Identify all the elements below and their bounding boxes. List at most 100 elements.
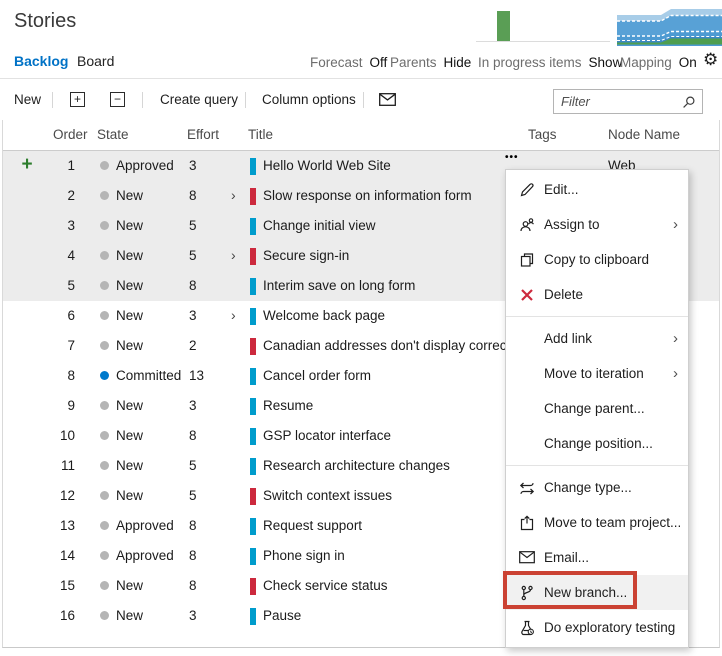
row-title[interactable]: GSP locator interface bbox=[263, 428, 392, 443]
row-order: 15 bbox=[59, 578, 75, 593]
column-header-order[interactable]: Order bbox=[53, 127, 88, 142]
column-header-state[interactable]: State bbox=[97, 127, 129, 142]
row-state-label: New bbox=[116, 398, 144, 413]
menu-item[interactable]: New branch... bbox=[506, 575, 688, 610]
row-state: New bbox=[100, 398, 143, 413]
expand-chevron-icon[interactable]: › bbox=[231, 187, 236, 203]
menu-item[interactable]: Change position... bbox=[506, 426, 688, 461]
row-order: 3 bbox=[67, 218, 75, 233]
row-title[interactable]: Request support bbox=[263, 518, 363, 533]
row-title[interactable]: Interim save on long form bbox=[263, 278, 416, 293]
work-item-type-bar bbox=[250, 548, 256, 565]
row-order: 11 bbox=[60, 458, 75, 473]
row-effort: 5 bbox=[189, 488, 197, 503]
row-state-label: New bbox=[116, 308, 144, 323]
row-state-label: New bbox=[116, 248, 144, 263]
menu-item[interactable]: Do exploratory testing bbox=[506, 610, 688, 645]
row-effort: 8 bbox=[189, 548, 197, 563]
row-title[interactable]: Research architecture changes bbox=[263, 458, 450, 473]
row-title[interactable]: Resume bbox=[263, 398, 314, 413]
row-order: 16 bbox=[59, 608, 75, 623]
menu-item[interactable]: Email... bbox=[506, 540, 688, 575]
filter-box bbox=[553, 89, 703, 114]
row-order: 4 bbox=[67, 248, 75, 263]
expand-chevron-icon[interactable]: › bbox=[231, 247, 236, 263]
column-header-node-name[interactable]: Node Name bbox=[608, 127, 681, 142]
menu-item[interactable]: Edit... bbox=[506, 172, 688, 207]
menu-item[interactable]: Assign to › bbox=[506, 207, 688, 242]
row-title[interactable]: Pause bbox=[263, 608, 302, 623]
person-icon bbox=[518, 216, 535, 233]
work-item-type-bar bbox=[250, 158, 256, 175]
row-title[interactable]: Phone sign in bbox=[263, 548, 345, 563]
expand-chevron-icon[interactable]: › bbox=[231, 307, 236, 323]
column-header-title[interactable]: Title bbox=[248, 127, 274, 142]
column-header-effort[interactable]: Effort bbox=[187, 127, 220, 142]
add-work-item-button[interactable]: + bbox=[21, 154, 33, 175]
row-title[interactable]: Canadian addresses don't display correct… bbox=[263, 338, 520, 353]
row-title[interactable]: Hello World Web Site bbox=[263, 158, 391, 173]
row-title[interactable]: Cancel order form bbox=[263, 368, 372, 383]
row-title[interactable]: Check service status bbox=[263, 578, 388, 593]
parents-label: Parents bbox=[390, 55, 437, 70]
email-query-icon[interactable] bbox=[379, 93, 396, 117]
menu-separator bbox=[506, 465, 688, 466]
row-state: New bbox=[100, 608, 143, 623]
work-item-type-bar bbox=[250, 368, 256, 385]
row-title[interactable]: Change initial view bbox=[263, 218, 376, 233]
row-title[interactable]: Welcome back page bbox=[263, 308, 386, 323]
collapse-all-icon[interactable]: − bbox=[110, 92, 125, 107]
state-dot bbox=[100, 581, 109, 590]
toolbar-separator bbox=[142, 92, 143, 108]
mapping-toggle[interactable]: Mapping On bbox=[620, 55, 697, 70]
forecast-toggle[interactable]: Forecast Off bbox=[310, 55, 387, 70]
menu-item[interactable]: Add link › bbox=[506, 321, 688, 356]
row-title[interactable]: Switch context issues bbox=[263, 488, 393, 503]
work-item-type-bar bbox=[250, 608, 256, 625]
menu-item-icon bbox=[518, 365, 535, 382]
row-title[interactable]: Slow response on information form bbox=[263, 188, 472, 203]
filter-input[interactable] bbox=[561, 92, 679, 111]
menu-item-label: Assign to bbox=[544, 217, 600, 232]
column-options-button[interactable]: Column options bbox=[262, 92, 356, 107]
menu-separator bbox=[506, 316, 688, 317]
parents-toggle[interactable]: Parents Hide bbox=[390, 55, 471, 70]
new-button[interactable]: New bbox=[14, 92, 42, 107]
branch-icon bbox=[518, 584, 535, 601]
state-dot bbox=[100, 491, 109, 500]
search-icon[interactable] bbox=[682, 95, 696, 109]
tab-backlog[interactable]: Backlog bbox=[14, 53, 69, 69]
row-order: 6 bbox=[67, 308, 75, 323]
work-item-type-bar bbox=[250, 278, 256, 295]
row-state: New bbox=[100, 188, 143, 203]
menu-item[interactable]: Copy to clipboard bbox=[506, 242, 688, 277]
state-dot bbox=[100, 311, 109, 320]
row-effort: 3 bbox=[189, 398, 197, 413]
row-title[interactable]: Secure sign-in bbox=[263, 248, 350, 263]
work-item-type-bar bbox=[250, 488, 256, 505]
menu-item[interactable]: Move to iteration › bbox=[506, 356, 688, 391]
mini-chart-bar bbox=[497, 11, 510, 41]
create-query-button[interactable]: Create query bbox=[160, 92, 239, 107]
toolbar-separator bbox=[245, 92, 246, 108]
in-progress-label: In progress items bbox=[478, 55, 582, 70]
row-effort: 3 bbox=[189, 308, 197, 323]
expand-all-icon[interactable]: + bbox=[70, 92, 85, 107]
column-header-tags[interactable]: Tags bbox=[528, 127, 557, 142]
row-effort: 8 bbox=[189, 188, 197, 203]
in-progress-toggle[interactable]: In progress items Show bbox=[478, 55, 622, 70]
email-icon bbox=[518, 549, 535, 566]
menu-item[interactable]: Move to team project... bbox=[506, 505, 688, 540]
menu-item[interactable]: Change type... bbox=[506, 470, 688, 505]
row-state-label: New bbox=[116, 458, 144, 473]
menu-item[interactable]: Change parent... bbox=[506, 391, 688, 426]
row-effort: 8 bbox=[189, 428, 197, 443]
settings-gear-icon[interactable]: ⚙ bbox=[703, 50, 719, 69]
context-menu-trigger[interactable]: ••• bbox=[505, 152, 519, 163]
menu-item-label: Edit... bbox=[544, 182, 579, 197]
tab-board[interactable]: Board bbox=[77, 53, 115, 69]
toolbar-separator bbox=[52, 92, 53, 108]
state-dot bbox=[100, 191, 109, 200]
row-order: 1 bbox=[67, 158, 75, 173]
menu-item[interactable]: Delete bbox=[506, 277, 688, 312]
